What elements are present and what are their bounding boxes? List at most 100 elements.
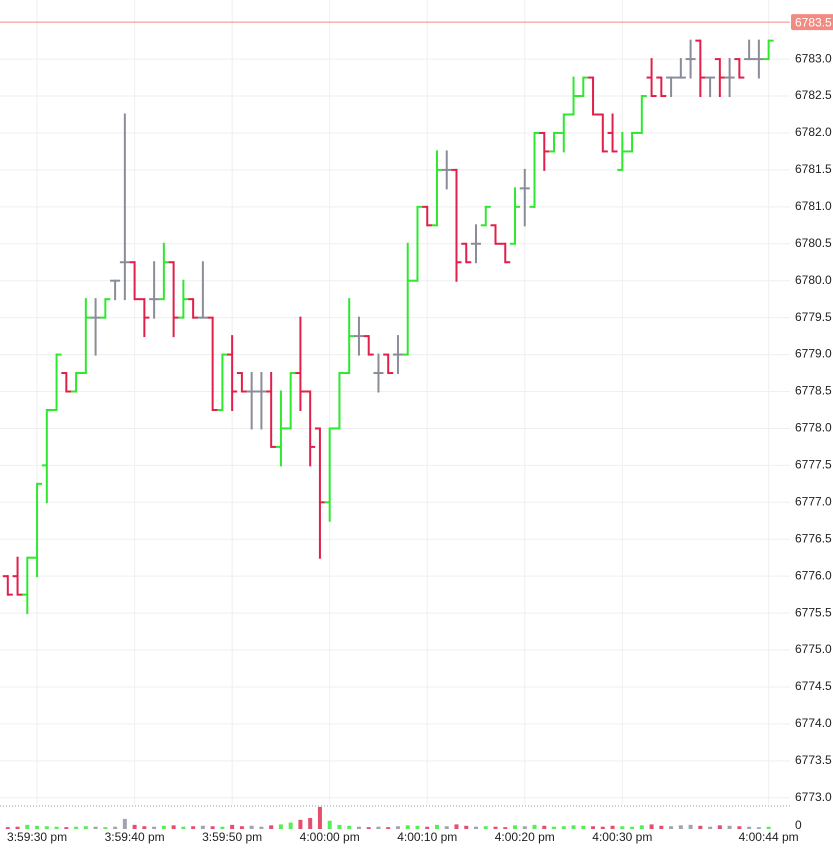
y-tick-label: 6778.5 — [795, 384, 832, 398]
volume-bar — [220, 826, 225, 829]
volume-bar — [308, 817, 313, 829]
volume-bar — [659, 825, 664, 829]
volume-bar — [474, 826, 478, 829]
volume-bar — [395, 826, 400, 829]
volume-bar — [561, 826, 566, 829]
volume-bar — [152, 826, 157, 829]
volume-bar — [54, 826, 59, 829]
y-tick-label: 6775.0 — [795, 642, 832, 656]
x-tick-label: 3:59:30 pm — [7, 830, 67, 844]
volume-bar — [239, 826, 244, 829]
volume-bar — [405, 825, 410, 829]
volume-bar — [766, 826, 771, 829]
y-tick-label: 6773.0 — [795, 790, 832, 804]
volume-bar — [288, 822, 293, 829]
volume-bar — [620, 826, 625, 829]
volume-bar — [737, 826, 742, 829]
volume-bar — [581, 825, 586, 829]
volume-bar — [191, 826, 196, 829]
volume-bar — [317, 806, 322, 829]
volume-bar — [630, 826, 635, 829]
y-tick-label: 6783.0 — [795, 51, 832, 65]
volume-bar — [181, 826, 186, 829]
volume-bar — [639, 825, 644, 829]
volume-bar — [708, 826, 713, 829]
y-tick-label: 6779.0 — [795, 347, 832, 361]
volume-bar — [113, 826, 118, 829]
x-tick-label: 4:00:30 pm — [592, 830, 652, 844]
volume-bar — [483, 826, 488, 829]
volume-bar — [503, 827, 508, 829]
volume-bar — [103, 827, 108, 829]
last-price-box — [791, 14, 833, 31]
volume-bar — [376, 826, 381, 829]
volume-bar — [600, 826, 605, 829]
y-tick-label: 6774.5 — [795, 679, 832, 693]
volume-bar — [142, 826, 147, 829]
volume-bar — [698, 825, 703, 829]
volume-bar — [542, 825, 547, 829]
volume-bar — [122, 818, 127, 829]
volume-bar — [249, 825, 254, 829]
volume-bar — [25, 824, 30, 829]
y-tick-label: 6775.5 — [795, 605, 832, 619]
volume-bar — [259, 826, 264, 829]
volume-bar — [327, 820, 332, 829]
y-tick-label: 6773.5 — [795, 753, 832, 767]
volume-bar — [493, 826, 498, 829]
axes: 6773.0 6773.5 6774.0 6774.5 6775.0 6775.5 6776… — [0, 14, 833, 844]
y-tick-label: 6781.5 — [795, 162, 832, 176]
volume-bar — [434, 824, 439, 829]
volume-bar — [513, 825, 518, 829]
y-tick-label: 6779.5 — [795, 310, 832, 324]
volume-tick-label: 0 — [795, 818, 802, 832]
volume-bar — [669, 826, 674, 829]
grid — [0, 0, 790, 804]
volume-bar — [571, 825, 576, 829]
y-tick-label: 6777.0 — [795, 494, 832, 508]
volume-bar — [727, 825, 732, 829]
volume-bar — [386, 827, 391, 829]
volume-bar — [230, 824, 235, 829]
volume-bar — [35, 825, 40, 829]
volume-bar — [678, 825, 683, 829]
x-tick-label: 4:00:20 pm — [495, 830, 555, 844]
y-tick-label: 6780.0 — [795, 273, 832, 287]
volume-bar — [591, 826, 596, 829]
volume-bar — [688, 824, 693, 829]
volume-bar — [552, 826, 557, 829]
volume-bar — [278, 824, 283, 829]
y-tick-label: 6781.0 — [795, 199, 832, 213]
volume-bar — [83, 826, 88, 829]
volume-bar — [454, 824, 459, 829]
x-tick-label: 4:00:44 pm — [739, 830, 799, 844]
volume-bar — [464, 825, 469, 829]
volume-bar — [532, 824, 537, 829]
volume-bar — [161, 825, 166, 829]
volume-bar — [64, 827, 69, 829]
volume-bar — [444, 826, 449, 829]
volume-bar — [337, 824, 342, 829]
y-tick-label: 6774.0 — [795, 716, 832, 730]
volume-bar — [347, 825, 352, 829]
y-tick-label: 6777.5 — [795, 458, 832, 472]
price-pane — [2, 39, 774, 615]
y-tick-label: 6782.0 — [795, 125, 832, 139]
x-tick-label: 3:59:50 pm — [202, 830, 262, 844]
volume-bar — [210, 826, 215, 829]
x-tick-label: 4:00:10 pm — [397, 830, 457, 844]
volume-bar — [15, 826, 20, 829]
last-price-label: 6783.5 — [795, 15, 832, 29]
volume-bar — [366, 827, 371, 829]
volume-bar — [425, 826, 430, 829]
volume-bar — [93, 826, 98, 829]
volume-bar — [717, 825, 722, 829]
volume-bar — [747, 826, 752, 829]
volume-bar — [44, 826, 49, 829]
volume-bar — [610, 825, 615, 829]
volume-bar — [132, 824, 137, 829]
volume-bar — [74, 826, 79, 829]
y-tick-label: 6778.0 — [795, 421, 832, 435]
volume-bar — [200, 825, 205, 829]
